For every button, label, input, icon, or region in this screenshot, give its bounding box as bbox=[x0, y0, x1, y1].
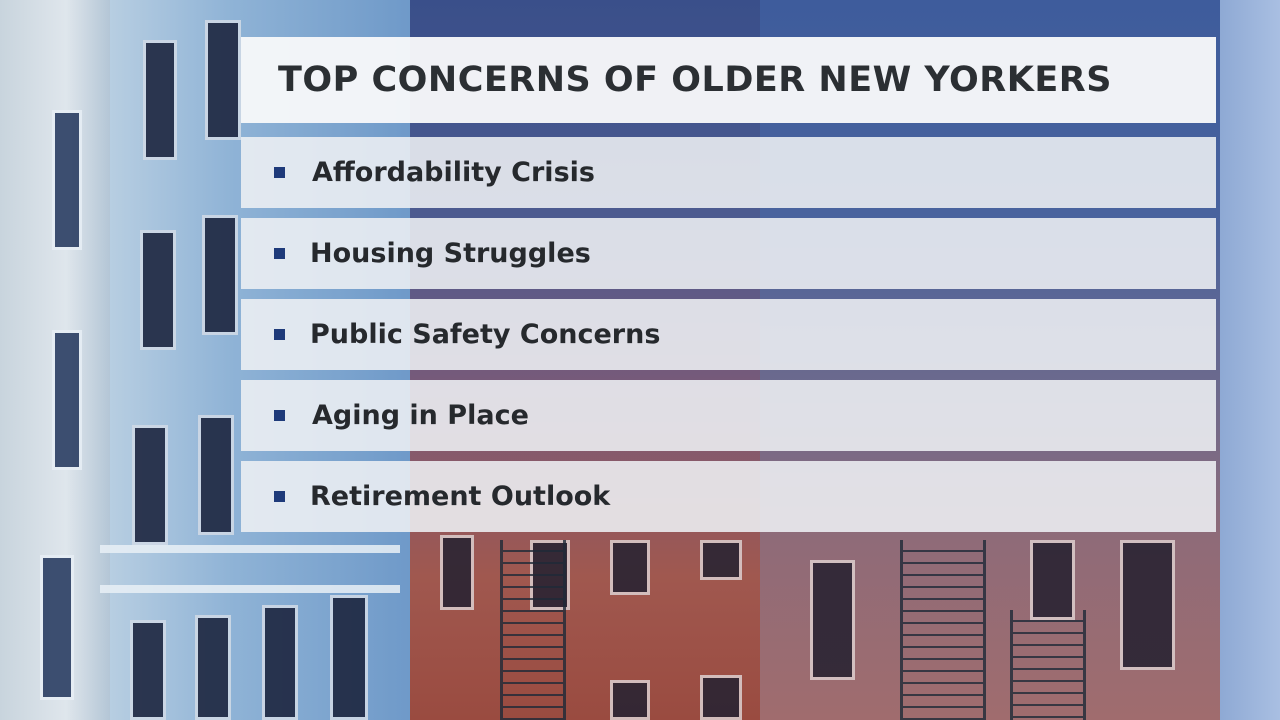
building-edge-right bbox=[1220, 0, 1280, 720]
window bbox=[198, 415, 234, 535]
list-item: Public Safety Concerns bbox=[241, 299, 1216, 370]
page-title: TOP CONCERNS OF OLDER NEW YORKERS bbox=[278, 60, 1112, 100]
window bbox=[140, 230, 176, 350]
list-item-label: Public Safety Concerns bbox=[310, 319, 661, 350]
concerns-list: Affordability Crisis Housing Struggles P… bbox=[241, 137, 1216, 542]
fire-escape bbox=[500, 540, 566, 720]
bullet-icon bbox=[274, 410, 285, 421]
window bbox=[130, 620, 166, 720]
fire-escape bbox=[1010, 610, 1086, 720]
bullet-icon bbox=[274, 167, 285, 178]
window bbox=[810, 560, 855, 680]
window bbox=[610, 540, 650, 595]
list-item: Aging in Place bbox=[241, 380, 1216, 451]
ledge bbox=[100, 545, 400, 553]
list-item: Retirement Outlook bbox=[241, 461, 1216, 532]
list-item: Housing Struggles bbox=[241, 218, 1216, 289]
fire-escape bbox=[900, 540, 986, 720]
window bbox=[610, 680, 650, 720]
window bbox=[205, 20, 241, 140]
list-item-label: Housing Struggles bbox=[310, 238, 591, 269]
list-item: Affordability Crisis bbox=[241, 137, 1216, 208]
window bbox=[1030, 540, 1075, 620]
window bbox=[700, 540, 742, 580]
window bbox=[143, 40, 177, 160]
list-item-label: Retirement Outlook bbox=[310, 481, 611, 512]
window bbox=[52, 330, 82, 470]
window bbox=[202, 215, 238, 335]
window bbox=[132, 425, 168, 545]
window bbox=[440, 535, 474, 610]
title-panel: TOP CONCERNS OF OLDER NEW YORKERS bbox=[241, 37, 1216, 123]
bullet-icon bbox=[274, 491, 285, 502]
window bbox=[262, 605, 298, 720]
window bbox=[195, 615, 231, 720]
bullet-icon bbox=[274, 329, 285, 340]
window bbox=[52, 110, 82, 250]
window bbox=[700, 675, 742, 720]
ledge bbox=[100, 585, 400, 593]
list-item-label: Aging in Place bbox=[312, 400, 529, 431]
window bbox=[1120, 540, 1175, 670]
window bbox=[330, 595, 368, 720]
window bbox=[40, 555, 74, 700]
bullet-icon bbox=[274, 248, 285, 259]
list-item-label: Affordability Crisis bbox=[312, 157, 595, 188]
